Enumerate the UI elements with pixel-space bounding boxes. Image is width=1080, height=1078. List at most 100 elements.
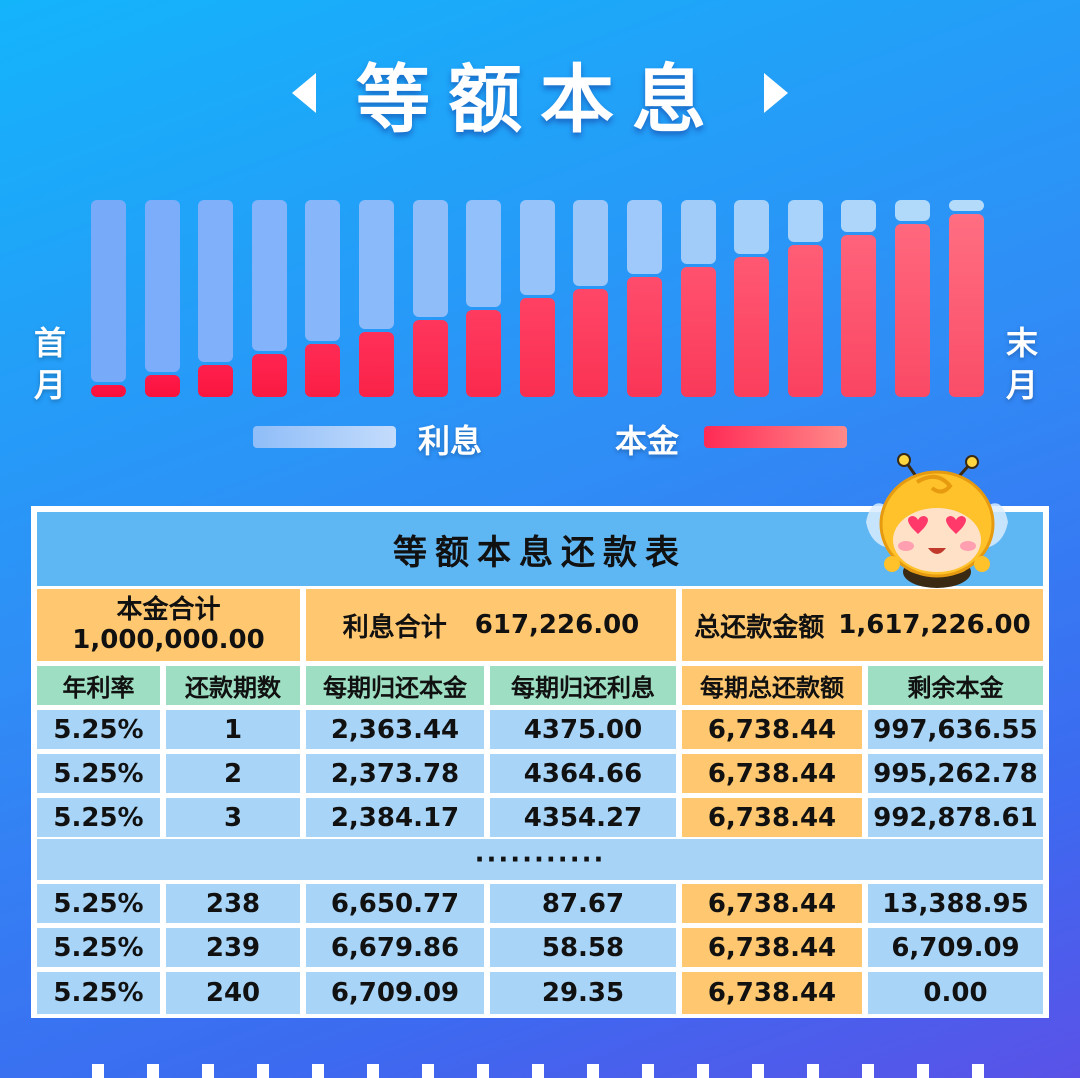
interest-total-value: 617,226.00 (474, 610, 640, 640)
bar-11 (627, 200, 662, 397)
bar-interest-segment (680, 200, 716, 264)
table-cell: 6,738.44 (682, 754, 862, 793)
comb-tooth (642, 1064, 654, 1078)
bar-principal-segment (948, 214, 984, 397)
last-month-label: 末 月 (1002, 322, 1042, 406)
comb-tooth (532, 1064, 544, 1078)
bar-interest-segment (198, 200, 234, 362)
last-month-char-1: 末 (1005, 324, 1038, 362)
comb-tooth (312, 1064, 324, 1078)
bar-14 (787, 200, 823, 397)
table-cell: 6,709.09 (306, 972, 484, 1014)
comb-tooth (587, 1064, 599, 1078)
table-cell: 995,262.78 (868, 754, 1043, 793)
comb-tooth (92, 1064, 104, 1078)
table-cell: 5.25% (37, 928, 160, 967)
table-cell: 239 (166, 928, 300, 967)
table-cell: 5.25% (37, 798, 160, 837)
bar-interest-segment (841, 200, 877, 232)
comb-tooth (862, 1064, 874, 1078)
column-header: 每期归还本金 (306, 666, 484, 705)
bar-5 (305, 200, 341, 397)
grand-total-cell: 总还款金额 1,617,226.00 (682, 589, 1043, 661)
bar-interest-segment (627, 200, 662, 274)
table-cell: 1 (166, 710, 300, 749)
comb-tooth (367, 1064, 379, 1078)
table-cell: 13,388.95 (868, 884, 1043, 923)
bar-principal-segment (787, 245, 823, 397)
bar-interest-segment (359, 200, 394, 329)
bar-4 (251, 200, 287, 397)
bar-interest-segment (305, 200, 341, 341)
table-cell: 6,738.44 (682, 972, 862, 1014)
bar-principal-segment (359, 332, 394, 397)
column-header: 每期总还款额 (682, 666, 862, 705)
comb-tooth (807, 1064, 819, 1078)
bar-principal-segment (573, 289, 609, 397)
comb-tooth (147, 1064, 159, 1078)
next-arrow-icon[interactable] (764, 73, 788, 113)
comb-tooth (752, 1064, 764, 1078)
table-cell: 4375.00 (490, 710, 676, 749)
bar-3 (198, 200, 234, 397)
bar-16 (895, 200, 930, 397)
bar-interest-segment (948, 200, 984, 211)
table-cell: 4364.66 (490, 754, 676, 793)
bar-interest-segment (412, 200, 448, 317)
bar-10 (573, 200, 609, 397)
table-cell: 6,738.44 (682, 884, 862, 923)
bar-interest-segment (734, 200, 770, 254)
comb-tooth (202, 1064, 214, 1078)
bar-principal-segment (734, 257, 770, 397)
table-cell: 4354.27 (490, 798, 676, 837)
table-cell: 5.25% (37, 710, 160, 749)
table-cell: 6,709.09 (868, 928, 1043, 967)
bar-1 (91, 200, 126, 397)
bar-6 (359, 200, 394, 397)
table-cell: 2,384.17 (306, 798, 484, 837)
comb-tooth (972, 1064, 984, 1078)
bar-principal-segment (895, 224, 930, 397)
bar-principal-segment (466, 310, 502, 397)
bar-principal-segment (251, 354, 287, 397)
table-cell: 238 (166, 884, 300, 923)
bar-principal-segment (519, 298, 555, 397)
table-cell: 29.35 (490, 972, 676, 1014)
bar-principal-segment (627, 277, 662, 397)
bar-9 (519, 200, 555, 397)
comb-tooth (257, 1064, 269, 1078)
bar-8 (466, 200, 502, 397)
first-month-char-2: 月 (33, 366, 66, 404)
bar-interest-segment (466, 200, 502, 307)
table-cell: 6,650.77 (306, 884, 484, 923)
comb-tooth (917, 1064, 929, 1078)
principal-total-value: 1,000,000.00 (72, 625, 265, 655)
stacked-bar-chart (0, 0, 1080, 420)
bar-7 (412, 200, 448, 397)
table-cell: 6,679.86 (306, 928, 484, 967)
ellipsis-text: ··········· (474, 844, 606, 875)
bar-2 (144, 200, 180, 397)
table-cell: 6,738.44 (682, 710, 862, 749)
bar-principal-segment (841, 235, 877, 397)
bar-15 (841, 200, 877, 397)
prev-arrow-icon[interactable] (292, 73, 316, 113)
table-cell: 87.67 (490, 884, 676, 923)
principal-total-cell: 本金合计 1,000,000.00 (37, 589, 300, 661)
bar-interest-segment (519, 200, 555, 295)
table-cell: 5.25% (37, 754, 160, 793)
table-cell: 0.00 (868, 972, 1043, 1014)
table-cell: 2,363.44 (306, 710, 484, 749)
comb-tooth (697, 1064, 709, 1078)
bar-interest-segment (91, 200, 126, 382)
grand-total-value: 1,617,226.00 (838, 610, 1031, 640)
first-month-label: 首 月 (30, 322, 70, 406)
comb-tooth (477, 1064, 489, 1078)
table-cell: 992,878.61 (868, 798, 1043, 837)
bar-interest-segment (787, 200, 823, 242)
table-cell: 58.58 (490, 928, 676, 967)
column-header: 年利率 (37, 666, 160, 705)
table-cell: 240 (166, 972, 300, 1014)
bar-interest-segment (144, 200, 180, 372)
table-cell: 6,738.44 (682, 798, 862, 837)
